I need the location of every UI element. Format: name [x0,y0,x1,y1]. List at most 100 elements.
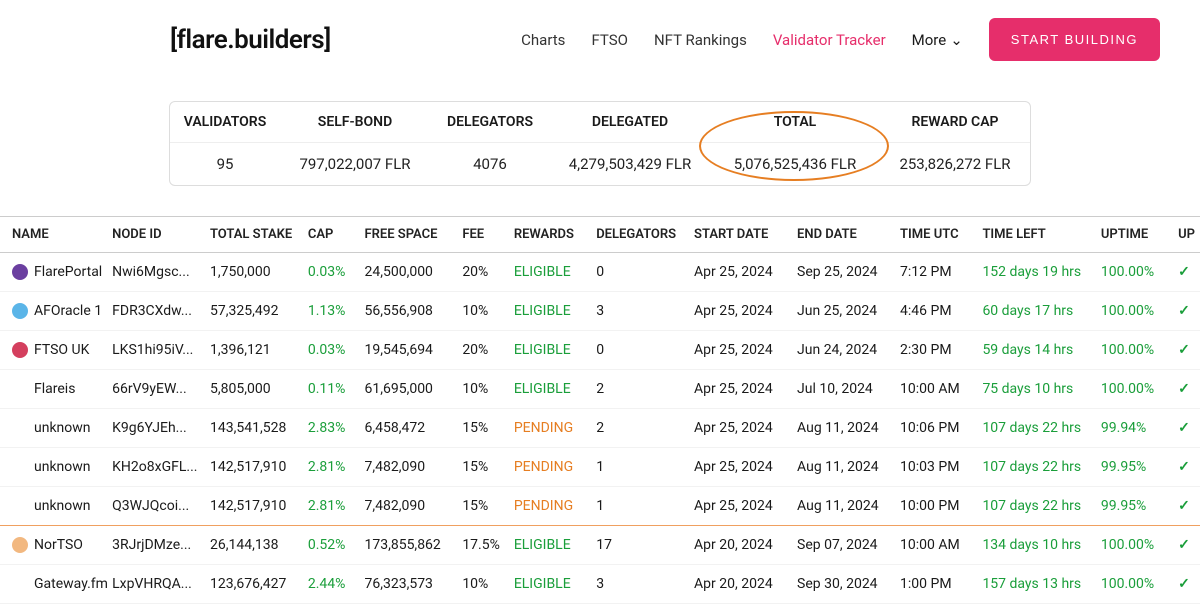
table-row[interactable]: Flareis66rV9yEW...5,805,0000.11%61,695,0… [0,370,1200,409]
summary-panel: VALIDATORS SELF-BOND DELEGATORS DELEGATE… [0,81,1200,216]
col-delegators[interactable]: DELEGATORS [592,217,690,253]
summary-val-selfbond: 797,022,007 FLR [280,143,430,185]
cell-up: ✓ [1174,526,1200,565]
cell-uptime: 100.00% [1097,526,1174,565]
cell-delegators: 2 [592,370,690,409]
cell-name: FlarePortal [0,253,108,292]
summary-head-total: TOTAL [710,102,880,143]
cell-left: 59 days 14 hrs [978,331,1096,370]
validator-icon [12,537,28,553]
cell-fee: 15% [458,487,510,526]
cell-up: ✓ [1174,331,1200,370]
cell-delegators: 0 [592,331,690,370]
cell-rewards: PENDING [510,487,592,526]
cell-time: 10:03 PM [896,448,978,487]
start-building-button[interactable]: START BUILDING [989,18,1160,61]
cell-stake: 1,396,121 [206,331,304,370]
cell-fee: 10% [458,565,510,604]
cell-name: unknown [0,487,108,526]
table-row[interactable]: FTSO UKLKS1hi95iV...1,396,1210.03%19,545… [0,331,1200,370]
nav-charts[interactable]: Charts [521,31,565,49]
summary-val-delegators: 4076 [430,143,550,185]
logo[interactable]: [flare.builders] [170,25,331,55]
cell-fee: 17.5% [458,526,510,565]
cell-uptime: 99.95% [1097,448,1174,487]
col-time[interactable]: TIME UTC [896,217,978,253]
cell-free: 76,323,573 [360,565,458,604]
nav-more-label: More [912,31,947,49]
validator-icon [12,576,28,592]
summary-head-delegated: DELEGATED [550,102,710,143]
col-rewards[interactable]: REWARDS [510,217,592,253]
cell-stake: 5,805,000 [206,370,304,409]
cell-time: 7:12 PM [896,253,978,292]
cell-name: FTSO UK [0,331,108,370]
cell-delegators: 2 [592,409,690,448]
cell-fee: 20% [458,253,510,292]
nav-validator-tracker[interactable]: Validator Tracker [773,31,886,49]
table-row[interactable]: NorTSO3RJrjDMze...26,144,1380.52%173,855… [0,526,1200,565]
cell-rewards: ELIGIBLE [510,370,592,409]
cell-node: Nwi6Mgsc... [108,253,206,292]
validator-icon [12,381,28,397]
cell-time: 10:00 AM [896,526,978,565]
validators-table-wrap: NAME NODE ID TOTAL STAKE CAP FREE SPACE … [0,216,1200,604]
col-start[interactable]: START DATE [690,217,793,253]
cell-stake: 26,144,138 [206,526,304,565]
col-left[interactable]: TIME LEFT [978,217,1096,253]
table-row[interactable]: AFOracle 1FDR3CXdw...57,325,4921.13%56,5… [0,292,1200,331]
cell-end: Jun 24, 2024 [793,331,896,370]
validator-icon [12,420,28,436]
col-fee[interactable]: FEE [458,217,510,253]
table-row[interactable]: FlarePortalNwi6Mgsc...1,750,0000.03%24,5… [0,253,1200,292]
cell-fee: 20% [458,331,510,370]
cell-rewards: ELIGIBLE [510,253,592,292]
col-name[interactable]: NAME [0,217,108,253]
col-node[interactable]: NODE ID [108,217,206,253]
table-row[interactable]: unknownQ3WJQcoi...142,517,9102.81%7,482,… [0,487,1200,526]
col-uptime[interactable]: UPTIME [1097,217,1174,253]
table-row[interactable]: unknownKH2o8xGFL...142,517,9102.81%7,482… [0,448,1200,487]
cell-rewards: ELIGIBLE [510,292,592,331]
summary-head-selfbond: SELF-BOND [280,102,430,143]
cell-left: 107 days 22 hrs [978,448,1096,487]
cell-start: Apr 20, 2024 [690,565,793,604]
cell-cap: 0.52% [304,526,361,565]
cell-up: ✓ [1174,253,1200,292]
nav-more[interactable]: More ⌄ [912,31,963,49]
col-up[interactable]: UP [1174,217,1200,253]
cell-name: Flareis [0,370,108,409]
cell-cap: 0.11% [304,370,361,409]
validator-name: AFOracle 1 [34,303,102,319]
col-end[interactable]: END DATE [793,217,896,253]
col-free[interactable]: FREE SPACE [360,217,458,253]
cell-delegators: 1 [592,487,690,526]
col-cap[interactable]: CAP [304,217,361,253]
chevron-down-icon: ⌄ [950,31,963,49]
cell-time: 4:46 PM [896,292,978,331]
cell-name: AFOracle 1 [0,292,108,331]
cell-start: Apr 25, 2024 [690,370,793,409]
table-row[interactable]: unknownK9g6YJEh...143,541,5282.83%6,458,… [0,409,1200,448]
site-header: [flare.builders] Charts FTSO NFT Ranking… [0,0,1200,81]
validator-name: unknown [34,498,91,514]
cell-cap: 2.81% [304,448,361,487]
col-stake[interactable]: TOTAL STAKE [206,217,304,253]
cell-time: 10:00 PM [896,487,978,526]
cell-free: 7,482,090 [360,487,458,526]
cell-stake: 143,541,528 [206,409,304,448]
nav-nft-rankings[interactable]: NFT Rankings [654,31,747,49]
cell-free: 56,556,908 [360,292,458,331]
cell-up: ✓ [1174,565,1200,604]
summary-head-validators: VALIDATORS [170,102,280,143]
cell-start: Apr 25, 2024 [690,331,793,370]
cell-uptime: 100.00% [1097,331,1174,370]
nav-ftso[interactable]: FTSO [591,31,628,49]
cell-node: K9g6YJEh... [108,409,206,448]
cell-stake: 123,676,427 [206,565,304,604]
cell-start: Apr 25, 2024 [690,409,793,448]
summary-val-rewardcap: 253,826,272 FLR [880,143,1030,185]
summary-head-rewardcap: REWARD CAP [880,102,1030,143]
table-row[interactable]: Gateway.fmLxpVHRQA...123,676,4272.44%76,… [0,565,1200,604]
cell-rewards: ELIGIBLE [510,565,592,604]
